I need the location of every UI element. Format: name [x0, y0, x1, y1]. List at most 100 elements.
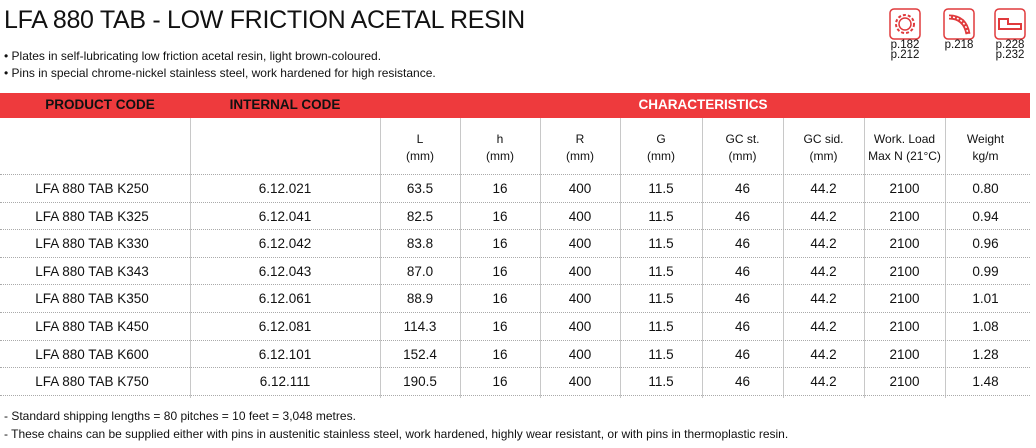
column-header: GC sid. (mm) [803, 131, 843, 165]
column-header-line: (mm) [809, 149, 838, 163]
table-cell: 190.5 [403, 374, 437, 390]
page-ref: p.218 [944, 39, 974, 51]
table-cell: 6.12.021 [258, 181, 312, 196]
icon-graphic [994, 8, 1026, 40]
table-cell: 46 [734, 263, 751, 279]
table-cell: 44.2 [810, 319, 837, 334]
group-header: CHARACTERISTICS [638, 97, 768, 112]
table-cell: 46 [734, 374, 751, 390]
table-cell: 400 [568, 263, 592, 279]
column-divider [460, 118, 461, 398]
table-cell: 400 [568, 181, 592, 196]
table-cell: 2100 [889, 263, 920, 279]
table-cell: 16 [492, 236, 508, 252]
page-ref: p.182 [890, 39, 920, 51]
column-header-line: Work. Load [873, 132, 936, 146]
table-cell: LFA 880 TAB K350 [35, 291, 149, 307]
column-divider [783, 118, 784, 398]
table-cell: 46 [734, 208, 751, 224]
column-header-line: (mm) [566, 149, 594, 163]
column-divider [864, 118, 865, 398]
table-cell: 46 [734, 291, 751, 307]
page-ref: p.232 [995, 49, 1025, 61]
table-cell: 88.9 [406, 291, 434, 307]
table-cell: 11.5 [648, 291, 674, 307]
column-header-line: Max N (21°C) [868, 149, 941, 163]
table-cell: 6.12.111 [259, 374, 311, 390]
row-divider [0, 229, 1030, 231]
table-cell: 16 [492, 319, 508, 334]
column-header-line: (mm) [486, 149, 514, 163]
table-cell: 400 [568, 374, 592, 390]
column-divider [945, 118, 946, 398]
footnote: - Standard shipping lengths = 80 pitches… [4, 409, 356, 423]
table-cell: 63.5 [406, 181, 434, 196]
bullet: • Plates in self-lubricating low frictio… [4, 49, 382, 63]
table-cell: 16 [492, 291, 508, 307]
table-cell: 6.12.041 [258, 208, 312, 224]
column-header-line: h [496, 132, 504, 146]
table-cell: 1.01 [972, 291, 999, 307]
table-cell: 16 [492, 346, 508, 362]
table-cell: LFA 880 TAB K343 [35, 263, 149, 279]
page-ref: p.212 [890, 49, 920, 61]
row-divider [0, 284, 1030, 286]
column-header: G (mm) [647, 131, 675, 165]
table-cell: 6.12.061 [258, 291, 312, 307]
column-header-line: GC st. [725, 132, 760, 146]
column-header: Weight kg/m [967, 131, 1004, 165]
column-header-line: (mm) [728, 149, 757, 163]
table-cell: 82.5 [406, 208, 434, 224]
column-header-line: (mm) [647, 149, 675, 163]
column-header-line: (mm) [406, 149, 434, 163]
page-ref: p.228 [995, 39, 1025, 51]
table-cell: 6.12.042 [258, 236, 312, 252]
table-cell: 11.5 [648, 236, 674, 252]
column-divider [620, 118, 621, 398]
icon-gear: p.182 p.212 [888, 8, 922, 61]
column-header: GC st. (mm) [725, 131, 759, 165]
icon-graphic [889, 8, 921, 40]
row-divider [0, 339, 1030, 341]
table-cell: 2100 [889, 374, 920, 390]
table-cell: 46 [734, 236, 751, 252]
table-cell: 16 [492, 208, 508, 224]
table-cell: 6.12.081 [258, 319, 312, 334]
table-cell: 152.4 [403, 346, 437, 362]
row-divider [0, 394, 1030, 396]
table-cell: 44.2 [810, 208, 837, 224]
table-cell: 400 [568, 319, 592, 334]
table-cell: 46 [734, 181, 751, 196]
icon-curve: p.218 [942, 8, 976, 51]
column-header: Work. Load Max N (21°C) [868, 131, 941, 165]
table-cell: 11.5 [648, 346, 674, 362]
table-cell: LFA 880 TAB K450 [35, 319, 149, 334]
table-cell: 2100 [889, 291, 920, 307]
group-header: INTERNAL CODE [229, 97, 341, 112]
table-cell: 44.2 [810, 374, 837, 390]
table-cell: 44.2 [810, 181, 837, 196]
table-cell: 2100 [889, 346, 920, 362]
table-cell: 2100 [889, 208, 920, 224]
column-header: L (mm) [406, 131, 434, 165]
table-cell: 11.5 [648, 374, 674, 390]
table-cell: 44.2 [810, 346, 837, 362]
column-header-line: GC sid. [803, 132, 844, 146]
table-cell: LFA 880 TAB K330 [35, 236, 149, 252]
table-cell: 0.99 [972, 263, 999, 279]
table-cell: 400 [568, 208, 592, 224]
row-divider [0, 201, 1030, 203]
table-cell: 6.12.043 [258, 263, 312, 279]
column-header-line: kg/m [972, 149, 999, 163]
table-cell: 2100 [889, 181, 920, 196]
table-cell: 87.0 [406, 263, 434, 279]
table-cell: 11.5 [648, 181, 674, 196]
column-header-line: L [416, 132, 424, 146]
table-cell: 16 [492, 181, 508, 196]
column-header: R (mm) [566, 131, 594, 165]
table-cell: 6.12.101 [258, 346, 312, 362]
table-cell: 1.28 [972, 346, 999, 362]
table-cell: 0.94 [972, 208, 999, 224]
column-header: h (mm) [486, 131, 514, 165]
